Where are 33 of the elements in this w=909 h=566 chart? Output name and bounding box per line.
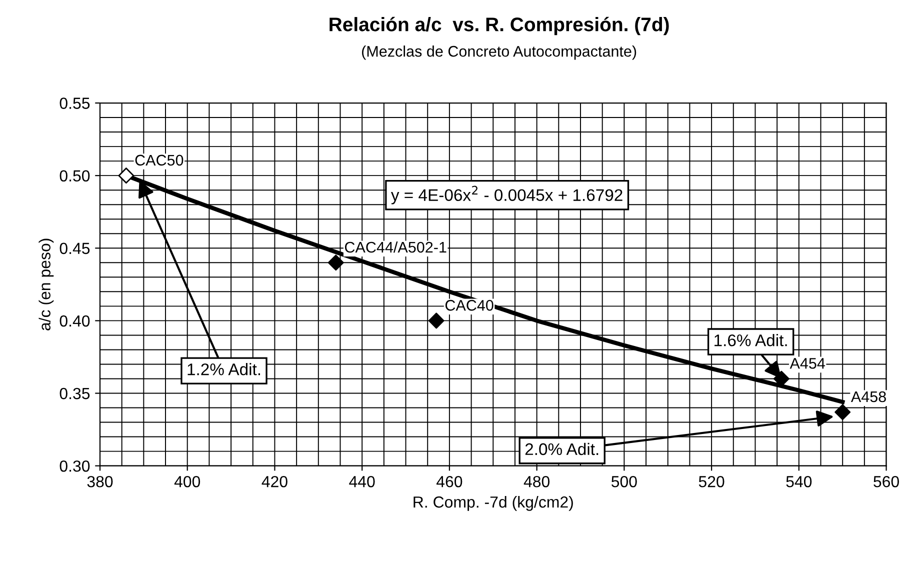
point [834, 404, 851, 420]
y-tick-label: 0.30 [60, 460, 90, 472]
y-axis-title: a/c (en peso) [38, 238, 54, 330]
x-tick-label: 440 [349, 476, 375, 488]
annotation: 2.0% Adit. [525, 442, 598, 456]
chart-subtitle: (Mezclas de Concreto Autocompactante) [362, 46, 636, 60]
annotation: 1.2% Adit. [188, 363, 260, 376]
x-tick-label: 560 [874, 476, 899, 488]
data-label: CAC44/A502-1 [344, 241, 446, 253]
x-tick-label: 420 [262, 476, 288, 488]
x-tick-label: 380 [87, 476, 113, 488]
point [118, 168, 134, 184]
x-tick-label: 480 [524, 476, 550, 488]
y-tick-label: 0.45 [60, 242, 90, 254]
x-tick-label: 520 [698, 476, 724, 488]
data-label: CAC40 [445, 300, 494, 311]
x-tick-label: 540 [786, 476, 812, 488]
data-label: A458 [850, 391, 886, 402]
point [428, 312, 444, 329]
x-tick-label: 500 [611, 476, 637, 488]
annotation: y = 4E-06x$^{2}$ - 0.0045x + 1.6792 [390, 186, 622, 204]
annotation: 1.6% Adit. [714, 334, 787, 346]
chart-title: Relación a/c vs. R. Compresión. (7d) [330, 16, 669, 36]
y-tick-label: 0.35 [60, 388, 90, 400]
y-tick-label: 0.40 [60, 315, 90, 327]
x-axis-title: R. Comp. -7d (kg/cm2) [414, 496, 573, 511]
point [328, 254, 344, 271]
y-tick-label: 0.50 [60, 170, 90, 182]
y-tick-label: 0.55 [60, 98, 90, 109]
data-label: A454 [790, 358, 826, 369]
x-tick-label: 400 [174, 476, 200, 488]
x-tick-label: 460 [436, 476, 462, 488]
data-label: CAC50 [135, 154, 184, 166]
